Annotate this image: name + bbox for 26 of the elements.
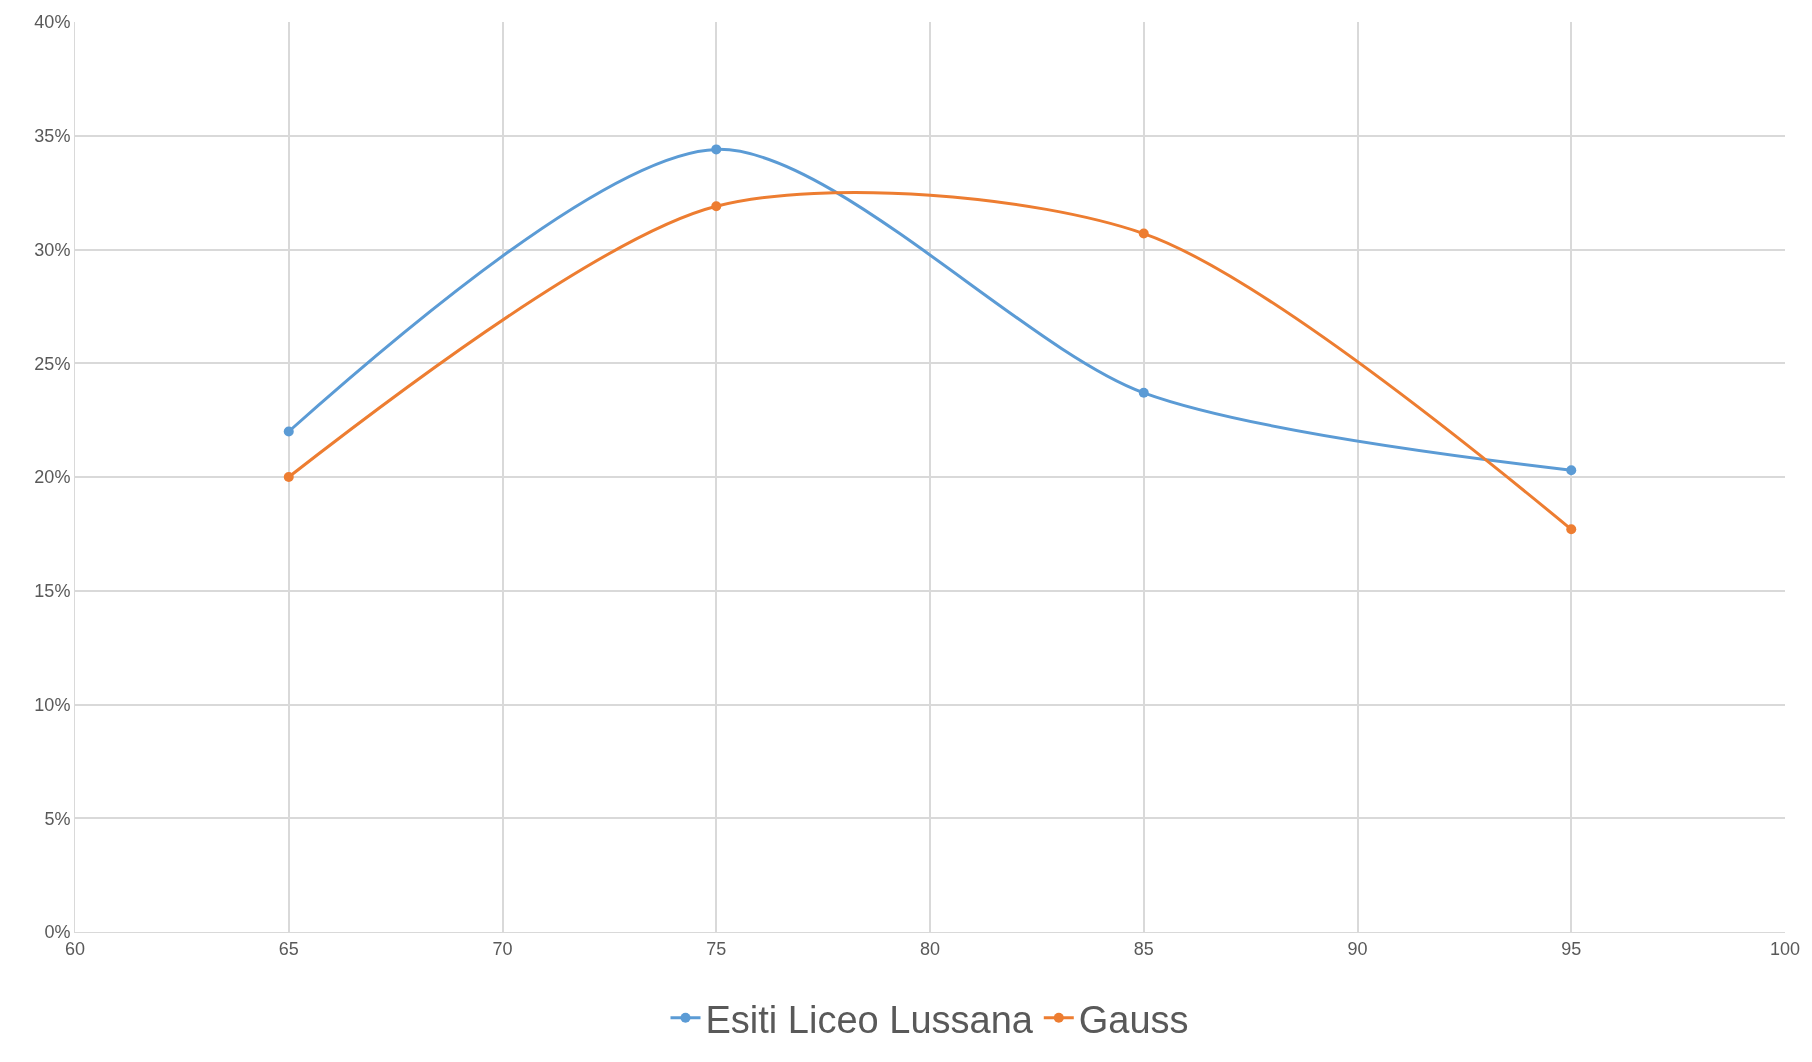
- x-tick-label: 90: [1347, 938, 1368, 959]
- legend-label: Gauss: [1078, 998, 1189, 1041]
- x-tick-label: 80: [919, 938, 941, 959]
- x-tick-label: 100: [1769, 938, 1801, 959]
- point: [1566, 465, 1577, 476]
- x-tick-label: 65: [278, 938, 299, 959]
- y-tick-label: 10%: [34, 694, 71, 715]
- x-tick-label: 70: [492, 938, 513, 959]
- point: [1138, 228, 1149, 239]
- y-tick-label: 30%: [34, 239, 71, 260]
- y-tick-label: 35%: [34, 126, 71, 147]
- x-tick-label: 95: [1561, 938, 1582, 959]
- point: [1566, 524, 1577, 535]
- x-tick-label: 85: [1133, 938, 1154, 959]
- y-tick-label: 5%: [44, 808, 71, 829]
- y-tick-label: 20%: [34, 467, 71, 488]
- y-tick-label: 25%: [34, 353, 71, 374]
- point: [711, 201, 722, 212]
- legend-label: Esiti Liceo Lussana: [705, 998, 1034, 1041]
- x-tick-label: 75: [706, 938, 727, 959]
- y-tick-label: 15%: [34, 581, 71, 602]
- y-tick-label: 40%: [34, 12, 71, 33]
- point: [283, 426, 294, 437]
- point: [1138, 387, 1149, 398]
- point: [711, 144, 722, 155]
- point: [283, 472, 294, 482]
